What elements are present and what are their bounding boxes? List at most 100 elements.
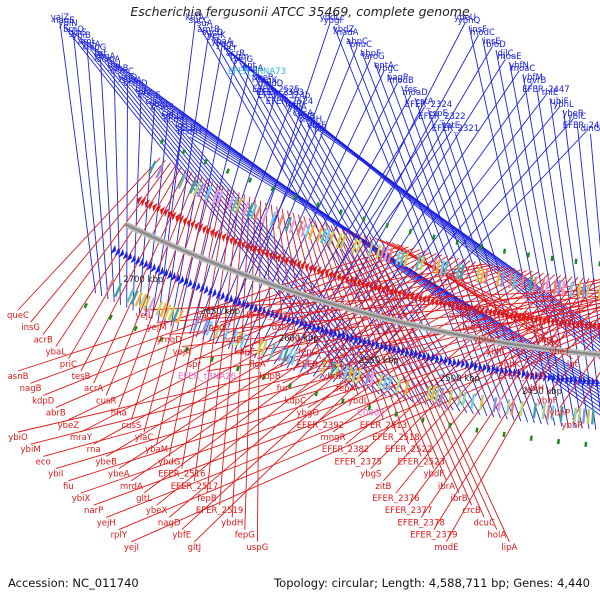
reverse-gene-arrow bbox=[447, 299, 452, 310]
cog-bar bbox=[213, 324, 222, 339]
gc-mark bbox=[338, 209, 343, 215]
reverse-gene-label: ybgS bbox=[360, 470, 381, 480]
reverse-gene-label: ymgD bbox=[157, 335, 183, 345]
reverse-gene-label: ybiX bbox=[72, 494, 91, 504]
reverse-gene-arrow bbox=[277, 253, 282, 263]
cog-bar bbox=[552, 279, 558, 295]
cog-bar bbox=[230, 330, 239, 346]
reverse-gene-arrow bbox=[160, 206, 166, 216]
cog-bar bbox=[483, 268, 489, 285]
forward-gene-arrow bbox=[306, 321, 312, 331]
reverse-gene-arrow bbox=[397, 288, 403, 299]
reverse-gene-label: kdpD bbox=[32, 396, 55, 406]
reverse-gene-label: ybiH bbox=[525, 384, 544, 394]
forward-gene-label: EFER_2321 bbox=[432, 124, 479, 134]
forward-gene-label: ccmC bbox=[110, 67, 134, 77]
forward-label-line bbox=[339, 118, 574, 385]
gc-mark bbox=[502, 248, 507, 254]
feature-tracks bbox=[83, 138, 600, 447]
reverse-gene-arrow bbox=[190, 219, 196, 230]
reverse-gene-label: EFER_2522 bbox=[385, 445, 432, 455]
gc-mark bbox=[385, 222, 389, 229]
reverse-gene-label: dsbG bbox=[272, 323, 294, 333]
reverse-gene-label: crcB bbox=[462, 506, 481, 516]
gc-mark bbox=[235, 365, 240, 372]
forward-label-line bbox=[126, 82, 128, 308]
reverse-gene-arrow bbox=[414, 292, 419, 303]
reverse-gene-arrow bbox=[496, 308, 501, 319]
forward-label-line bbox=[549, 97, 597, 430]
reverse-label-line bbox=[320, 271, 539, 421]
forward-gene-label: rsuA bbox=[193, 19, 212, 29]
forward-gene-label: nagE bbox=[53, 16, 74, 26]
cog-bar bbox=[320, 359, 328, 375]
cog-bar bbox=[130, 290, 139, 305]
reverse-gene-arrow bbox=[257, 246, 263, 256]
cog-bar bbox=[387, 247, 394, 263]
forward-gene-arrow bbox=[460, 358, 465, 369]
gc-mark bbox=[479, 244, 483, 250]
forward-gene-label: yejG bbox=[234, 55, 253, 65]
reverse-gene-label: ybdL bbox=[348, 396, 369, 406]
forward-label-line bbox=[256, 76, 600, 344]
reverse-gene-label: uspG bbox=[246, 543, 268, 553]
forward-gene-label: nadA bbox=[337, 28, 359, 38]
forward-gene-label: ybiA bbox=[288, 103, 307, 113]
forward-gene-arrow bbox=[315, 323, 321, 334]
reverse-gene-arrow bbox=[332, 271, 338, 281]
forward-gene-label: pgm bbox=[230, 52, 249, 62]
forward-gene-arrow bbox=[495, 364, 500, 375]
reverse-label-line bbox=[352, 231, 473, 506]
forward-gene-arrow bbox=[110, 244, 117, 254]
map-title: Escherichia fergusonii ATCC 35469, compl… bbox=[130, 4, 470, 19]
forward-label-line bbox=[189, 136, 600, 385]
reverse-gene-arrow bbox=[426, 295, 431, 306]
reverse-gene-label: ybhF bbox=[537, 396, 558, 406]
reverse-gene-label: EFER_2523 bbox=[397, 457, 444, 467]
forward-gene-arrow bbox=[417, 350, 422, 360]
forward-label-line bbox=[297, 112, 600, 334]
reverse-label-line bbox=[257, 267, 510, 360]
reverse-gene-arrow bbox=[304, 262, 310, 272]
forward-gene-label: ybfM bbox=[522, 73, 543, 83]
reverse-gene-arrow bbox=[538, 315, 543, 326]
cog-bar bbox=[519, 401, 524, 417]
gc-mark bbox=[340, 398, 345, 404]
reverse-label-line bbox=[294, 270, 527, 396]
reverse-gene-arrow bbox=[588, 320, 593, 331]
forward-gene-label: aroG bbox=[364, 52, 384, 62]
cog-bar bbox=[550, 405, 555, 421]
reverse-gene-label: bioA bbox=[462, 323, 481, 333]
cog-bar bbox=[479, 268, 485, 284]
reverse-gene-label: ybdH bbox=[221, 518, 243, 528]
reverse-gene-arrow bbox=[385, 285, 391, 296]
forward-label-line bbox=[414, 97, 529, 423]
forward-gene-arrow bbox=[199, 283, 205, 293]
reverse-gene-arrow bbox=[525, 313, 530, 324]
reverse-gene-label: ybaL bbox=[46, 348, 67, 358]
reverse-gene-label: nagB bbox=[20, 384, 42, 394]
reverse-label-line bbox=[559, 348, 600, 408]
reverse-gene-label: yejM bbox=[147, 323, 167, 333]
forward-gene-arrow bbox=[543, 371, 548, 382]
reverse-gene-arrow bbox=[237, 238, 243, 249]
cog-bar bbox=[316, 227, 323, 243]
forward-gene-arrow bbox=[421, 351, 427, 361]
forward-label-line bbox=[73, 34, 103, 297]
reverse-label-line bbox=[181, 261, 476, 530]
reverse-gene-label: EFER_2520 bbox=[246, 311, 293, 321]
reverse-label-line bbox=[80, 251, 431, 433]
forward-gene-label: ybiN bbox=[58, 19, 77, 29]
cog-bar bbox=[425, 384, 432, 401]
forward-gene-arrow bbox=[130, 254, 136, 264]
reverse-gene-label: nagA bbox=[196, 311, 218, 321]
forward-label-line bbox=[240, 58, 371, 354]
reverse-gene-arrow bbox=[183, 216, 189, 226]
cog-bar bbox=[282, 347, 289, 363]
reverse-gene-label: ybdF bbox=[423, 470, 444, 480]
cog-bar bbox=[142, 295, 151, 311]
reverse-gene-label: EFER_2518 bbox=[372, 433, 419, 443]
forward-label-line bbox=[325, 94, 547, 381]
reverse-gene-arrow bbox=[349, 275, 354, 286]
reverse-label-line bbox=[55, 306, 600, 470]
